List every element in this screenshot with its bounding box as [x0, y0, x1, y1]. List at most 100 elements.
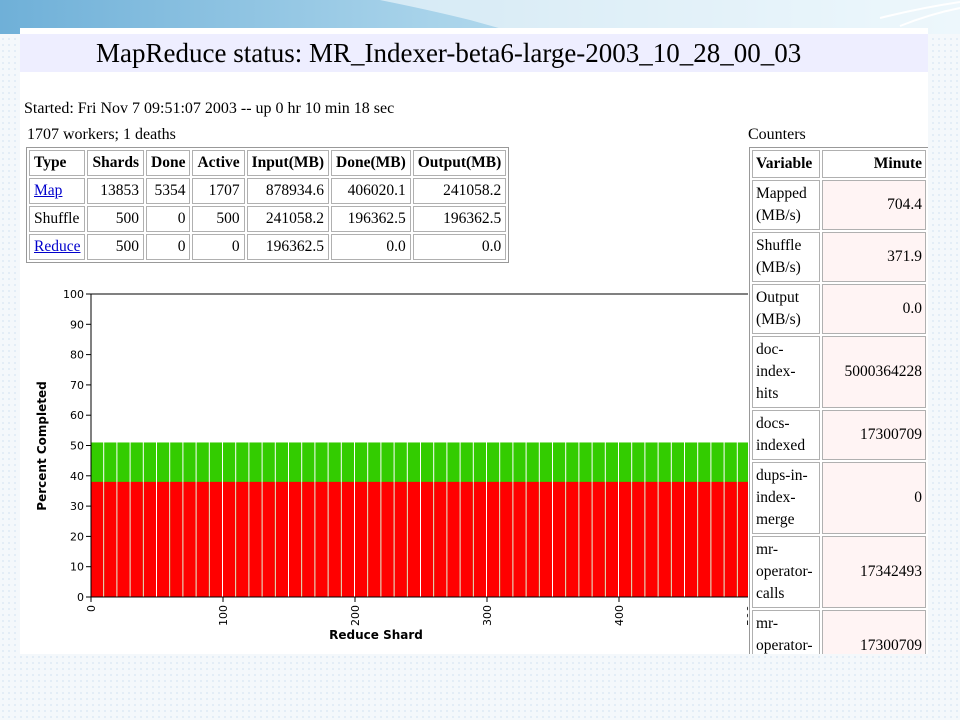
y-tick-label: 30 — [70, 500, 84, 513]
y-tick-label: 10 — [70, 561, 84, 574]
bar-segment — [447, 481, 460, 597]
done-mb-cell: 0.0 — [331, 234, 411, 260]
counter-variable: Output (MB/s) — [752, 284, 820, 334]
bar-segment — [460, 481, 473, 597]
counter-value: 17342493 — [822, 536, 926, 608]
bar-segment — [553, 481, 566, 597]
counter-value: 0 — [822, 462, 926, 534]
bar-segment — [249, 481, 262, 597]
counters-table: Variable Minute Mapped (MB/s) 704.4 Shuf… — [749, 147, 928, 654]
bar-segment — [407, 481, 420, 597]
counter-value: 704.4 — [822, 180, 926, 230]
col-shards: Shards — [87, 150, 145, 176]
bar-segment — [698, 481, 711, 597]
page-title: MapReduce status: MR_Indexer-beta6-large… — [96, 38, 802, 68]
reduce-link[interactable]: Reduce — [34, 238, 81, 255]
counter-variable: docs-indexed — [752, 410, 820, 460]
bar-segment — [341, 481, 354, 597]
bar-segment — [289, 481, 302, 597]
counter-row: dups-in-index-merge 0 — [752, 462, 926, 534]
bar-segment — [421, 481, 434, 597]
y-tick-label: 0 — [77, 591, 84, 604]
bar-segment — [209, 481, 222, 597]
type-cell: Reduce — [29, 234, 86, 260]
x-tick-label: 100 — [217, 605, 230, 626]
bar-segment — [579, 481, 592, 597]
y-tick-label: 90 — [70, 318, 84, 331]
bar-segment — [355, 481, 368, 597]
bar-segment — [91, 481, 104, 597]
bar-segment — [685, 481, 698, 597]
col-output-mb: Output(MB) — [412, 150, 507, 176]
x-tick-label: 200 — [349, 605, 362, 626]
bar-segment — [513, 481, 526, 597]
counter-variable: Mapped (MB/s) — [752, 180, 820, 230]
counter-value: 371.9 — [822, 232, 926, 282]
counters-caption: Counters — [748, 126, 806, 143]
bar-segment — [592, 481, 605, 597]
bar-segment — [632, 481, 645, 597]
bar-segment — [434, 481, 447, 597]
table-row-map: Map 13853 5354 1707 878934.6 406020.1 24… — [29, 178, 507, 204]
chart-bars — [91, 442, 750, 597]
bar-segment — [328, 481, 341, 597]
bar-segment — [645, 481, 658, 597]
y-axis-label: Percent Completed — [35, 381, 49, 510]
x-tick-label: 300 — [481, 605, 494, 626]
bar-segment — [196, 481, 209, 597]
y-tick-label: 70 — [70, 379, 84, 392]
bar-segment — [737, 481, 750, 597]
bar-segment — [117, 481, 130, 597]
started-line: Started: Fri Nov 7 09:51:07 2003 -- up 0… — [24, 100, 395, 117]
bar-segment — [724, 481, 737, 597]
col-minute: Minute — [822, 150, 926, 178]
counter-row: mr-operator-outputs 17300709 — [752, 610, 926, 654]
workers-line: 1707 workers; 1 deaths — [27, 126, 176, 143]
x-tick-label: 0 — [85, 605, 98, 612]
done-mb-cell: 196362.5 — [331, 206, 411, 232]
x-axis: 0 100 200 300 400 500 — [85, 597, 758, 626]
bar-segment — [671, 481, 684, 597]
y-tick-label: 20 — [70, 530, 84, 543]
bar-segment — [381, 481, 394, 597]
col-type: Type — [29, 150, 86, 176]
bar-segment — [157, 481, 170, 597]
bar-segment — [658, 481, 671, 597]
counter-row: doc-index-hits 5000364228 — [752, 336, 926, 408]
counter-value: 5000364228 — [822, 336, 926, 408]
bar-segment — [605, 481, 618, 597]
input-cell: 241058.2 — [246, 206, 329, 232]
counter-row: docs-indexed 17300709 — [752, 410, 926, 460]
counter-value: 0.0 — [822, 284, 926, 334]
table-row-shuffle: Shuffle 500 0 500 241058.2 196362.5 1963… — [29, 206, 507, 232]
bar-segment — [275, 481, 288, 597]
output-cell: 0.0 — [412, 234, 507, 260]
bar-segment — [170, 481, 183, 597]
table-row-reduce: Reduce 500 0 0 196362.5 0.0 0.0 — [29, 234, 507, 260]
done-mb-cell: 406020.1 — [331, 178, 411, 204]
map-link[interactable]: Map — [34, 182, 63, 199]
y-axis: 0 10 20 30 40 50 60 70 80 90 100 — [63, 288, 91, 604]
active-cell: 1707 — [192, 178, 245, 204]
col-done: Done — [146, 150, 191, 176]
bar-segment — [183, 481, 196, 597]
type-cell: Shuffle — [29, 206, 86, 232]
x-tick-label: 500 — [745, 605, 748, 626]
counters-header-row: Variable Minute — [752, 150, 926, 178]
col-input-mb: Input(MB) — [246, 150, 329, 176]
counter-value: 17300709 — [822, 610, 926, 654]
y-tick-label: 60 — [70, 409, 84, 422]
status-page: MapReduce status: MR_Indexer-beta6-large… — [20, 28, 928, 654]
bar-segment — [566, 481, 579, 597]
col-done-mb: Done(MB) — [331, 150, 411, 176]
type-cell: Map — [29, 178, 86, 204]
bar-segment — [104, 481, 117, 597]
jobs-table: Type Shards Done Active Input(MB) Done(M… — [26, 147, 510, 263]
counter-variable: mr-operator-calls — [752, 536, 820, 608]
bar-segment — [711, 481, 724, 597]
bar-segment — [368, 481, 381, 597]
bar-segment — [539, 481, 552, 597]
counter-row: Mapped (MB/s) 704.4 — [752, 180, 926, 230]
output-cell: 241058.2 — [412, 178, 507, 204]
